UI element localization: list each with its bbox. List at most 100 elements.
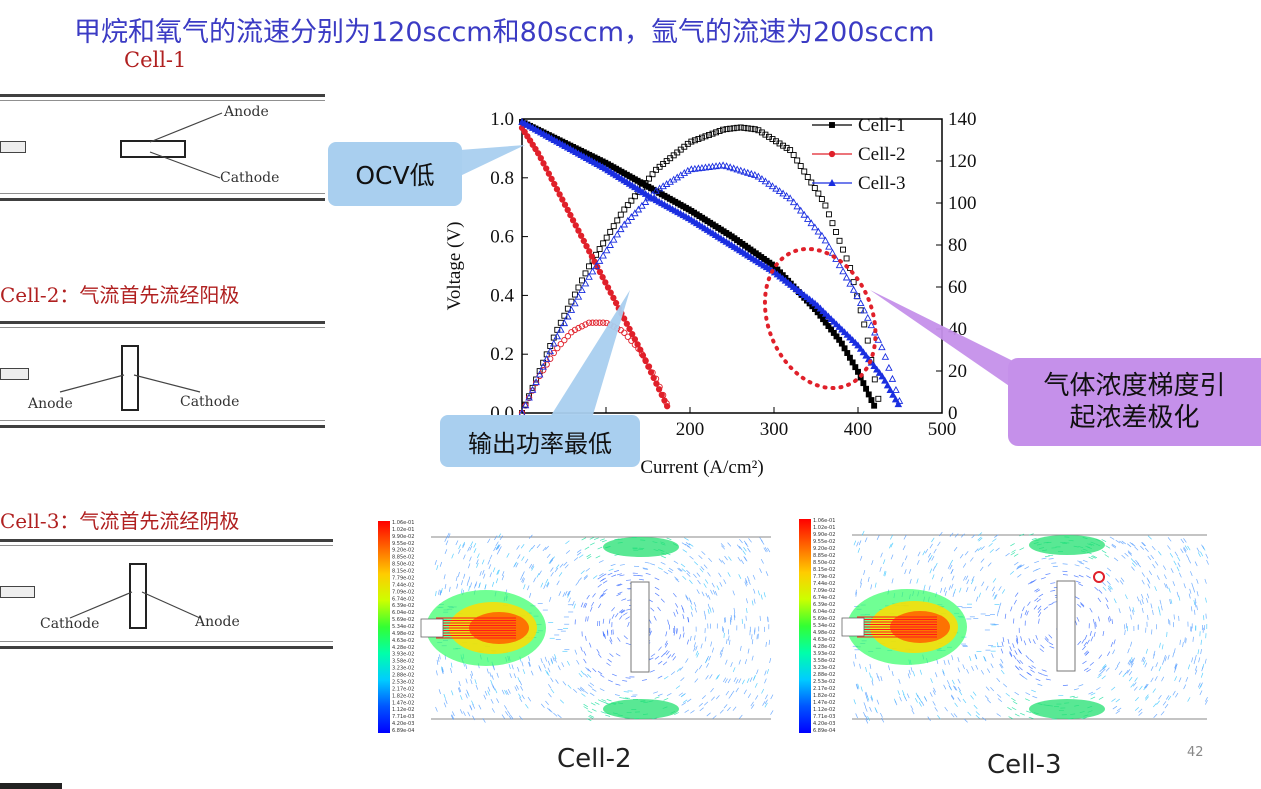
colorbar-label: 5.34e-02: [392, 624, 414, 630]
vector: [1009, 652, 1013, 658]
vector: [721, 647, 724, 653]
electrode: [1056, 580, 1076, 672]
power-point: [586, 263, 592, 270]
vector: [471, 670, 474, 676]
inlet-jet: [847, 589, 967, 665]
vector: [1077, 560, 1083, 563]
vector: [1167, 654, 1170, 660]
vector: [1200, 649, 1202, 655]
vector: [1141, 542, 1146, 547]
vector: [494, 535, 498, 541]
vector: [665, 631, 668, 637]
vector: [753, 598, 756, 604]
vector: [765, 641, 767, 647]
vector: [860, 555, 863, 561]
vector: [1113, 557, 1119, 562]
vector: [598, 603, 602, 609]
vector: [870, 695, 874, 701]
vector: [611, 673, 617, 677]
vector: [951, 679, 955, 685]
vector: [1178, 595, 1181, 601]
vector: [1014, 691, 1019, 696]
vector: [881, 717, 885, 723]
vector: [973, 704, 978, 710]
vector: [1002, 637, 1005, 643]
power-point: [772, 184, 780, 192]
colorbar-label: 4.98e-02: [392, 631, 414, 637]
vector: [482, 569, 485, 575]
power-point: [645, 194, 653, 202]
vector: [496, 545, 500, 550]
vector: [690, 710, 695, 714]
power-point: [698, 134, 705, 141]
vector: [638, 578, 644, 581]
vector: [747, 693, 752, 698]
vector: [718, 558, 723, 563]
vector: [944, 706, 948, 712]
vector: [483, 573, 486, 579]
voltage-point: [891, 395, 900, 403]
vector: [966, 579, 970, 585]
vector: [728, 556, 732, 561]
vector: [1174, 676, 1177, 681]
vector: [997, 607, 1000, 613]
power-point: [638, 201, 646, 209]
voltage-point: [618, 310, 625, 317]
power-point: [631, 209, 639, 217]
vector: [580, 646, 583, 652]
colorbar-label: 4.28e-02: [813, 644, 835, 650]
vector: [1145, 648, 1148, 654]
vector: [727, 542, 732, 547]
vector: [904, 555, 908, 561]
vector: [959, 587, 962, 593]
vector: [1097, 597, 1102, 603]
vector: [708, 557, 713, 563]
colorbar-label: 6.74e-02: [813, 595, 835, 601]
vector: [1010, 606, 1013, 612]
vector: [1075, 580, 1081, 584]
colorbar-label: 1.06e-01: [392, 520, 414, 526]
vector: [962, 664, 965, 670]
power-point: [652, 375, 660, 382]
vector: [445, 699, 448, 704]
vector: [657, 693, 663, 697]
vector: [727, 678, 731, 684]
vector: [661, 555, 666, 559]
vector: [980, 558, 985, 563]
power-low-callout: 输出功率最低: [440, 415, 640, 467]
vector: [937, 541, 941, 547]
power-point: [582, 270, 589, 277]
vector: [608, 618, 611, 624]
vector: [664, 650, 668, 655]
vector: [657, 567, 663, 570]
vector: [1193, 659, 1196, 665]
vector: [747, 648, 750, 654]
vector: [1178, 677, 1182, 683]
vector: [583, 703, 588, 708]
gradient-callout-line1: 气体浓度梯度引: [1043, 371, 1226, 401]
vector: [1107, 585, 1112, 590]
vector: [1173, 560, 1177, 566]
vector: [733, 607, 736, 613]
vector: [597, 699, 603, 703]
vector: [604, 633, 606, 639]
vector: [711, 582, 715, 588]
vector: [602, 618, 605, 624]
vector: [888, 665, 890, 671]
vector: [1138, 708, 1143, 713]
vector: [725, 690, 730, 696]
vector: [1154, 586, 1157, 591]
vector: [1194, 561, 1198, 567]
vector: [1170, 598, 1173, 604]
vector: [1041, 669, 1047, 672]
vector: [586, 594, 590, 600]
vector: [679, 666, 684, 671]
vector: [724, 617, 726, 623]
cell2-label: Cell-2：气流首先流经阳极: [0, 283, 240, 307]
vector: [1038, 593, 1044, 597]
vector: [460, 588, 463, 594]
vector: [730, 662, 733, 668]
vector: [1165, 583, 1169, 589]
cell1-cathode-label: Cathode: [220, 170, 280, 186]
vector: [492, 685, 496, 691]
